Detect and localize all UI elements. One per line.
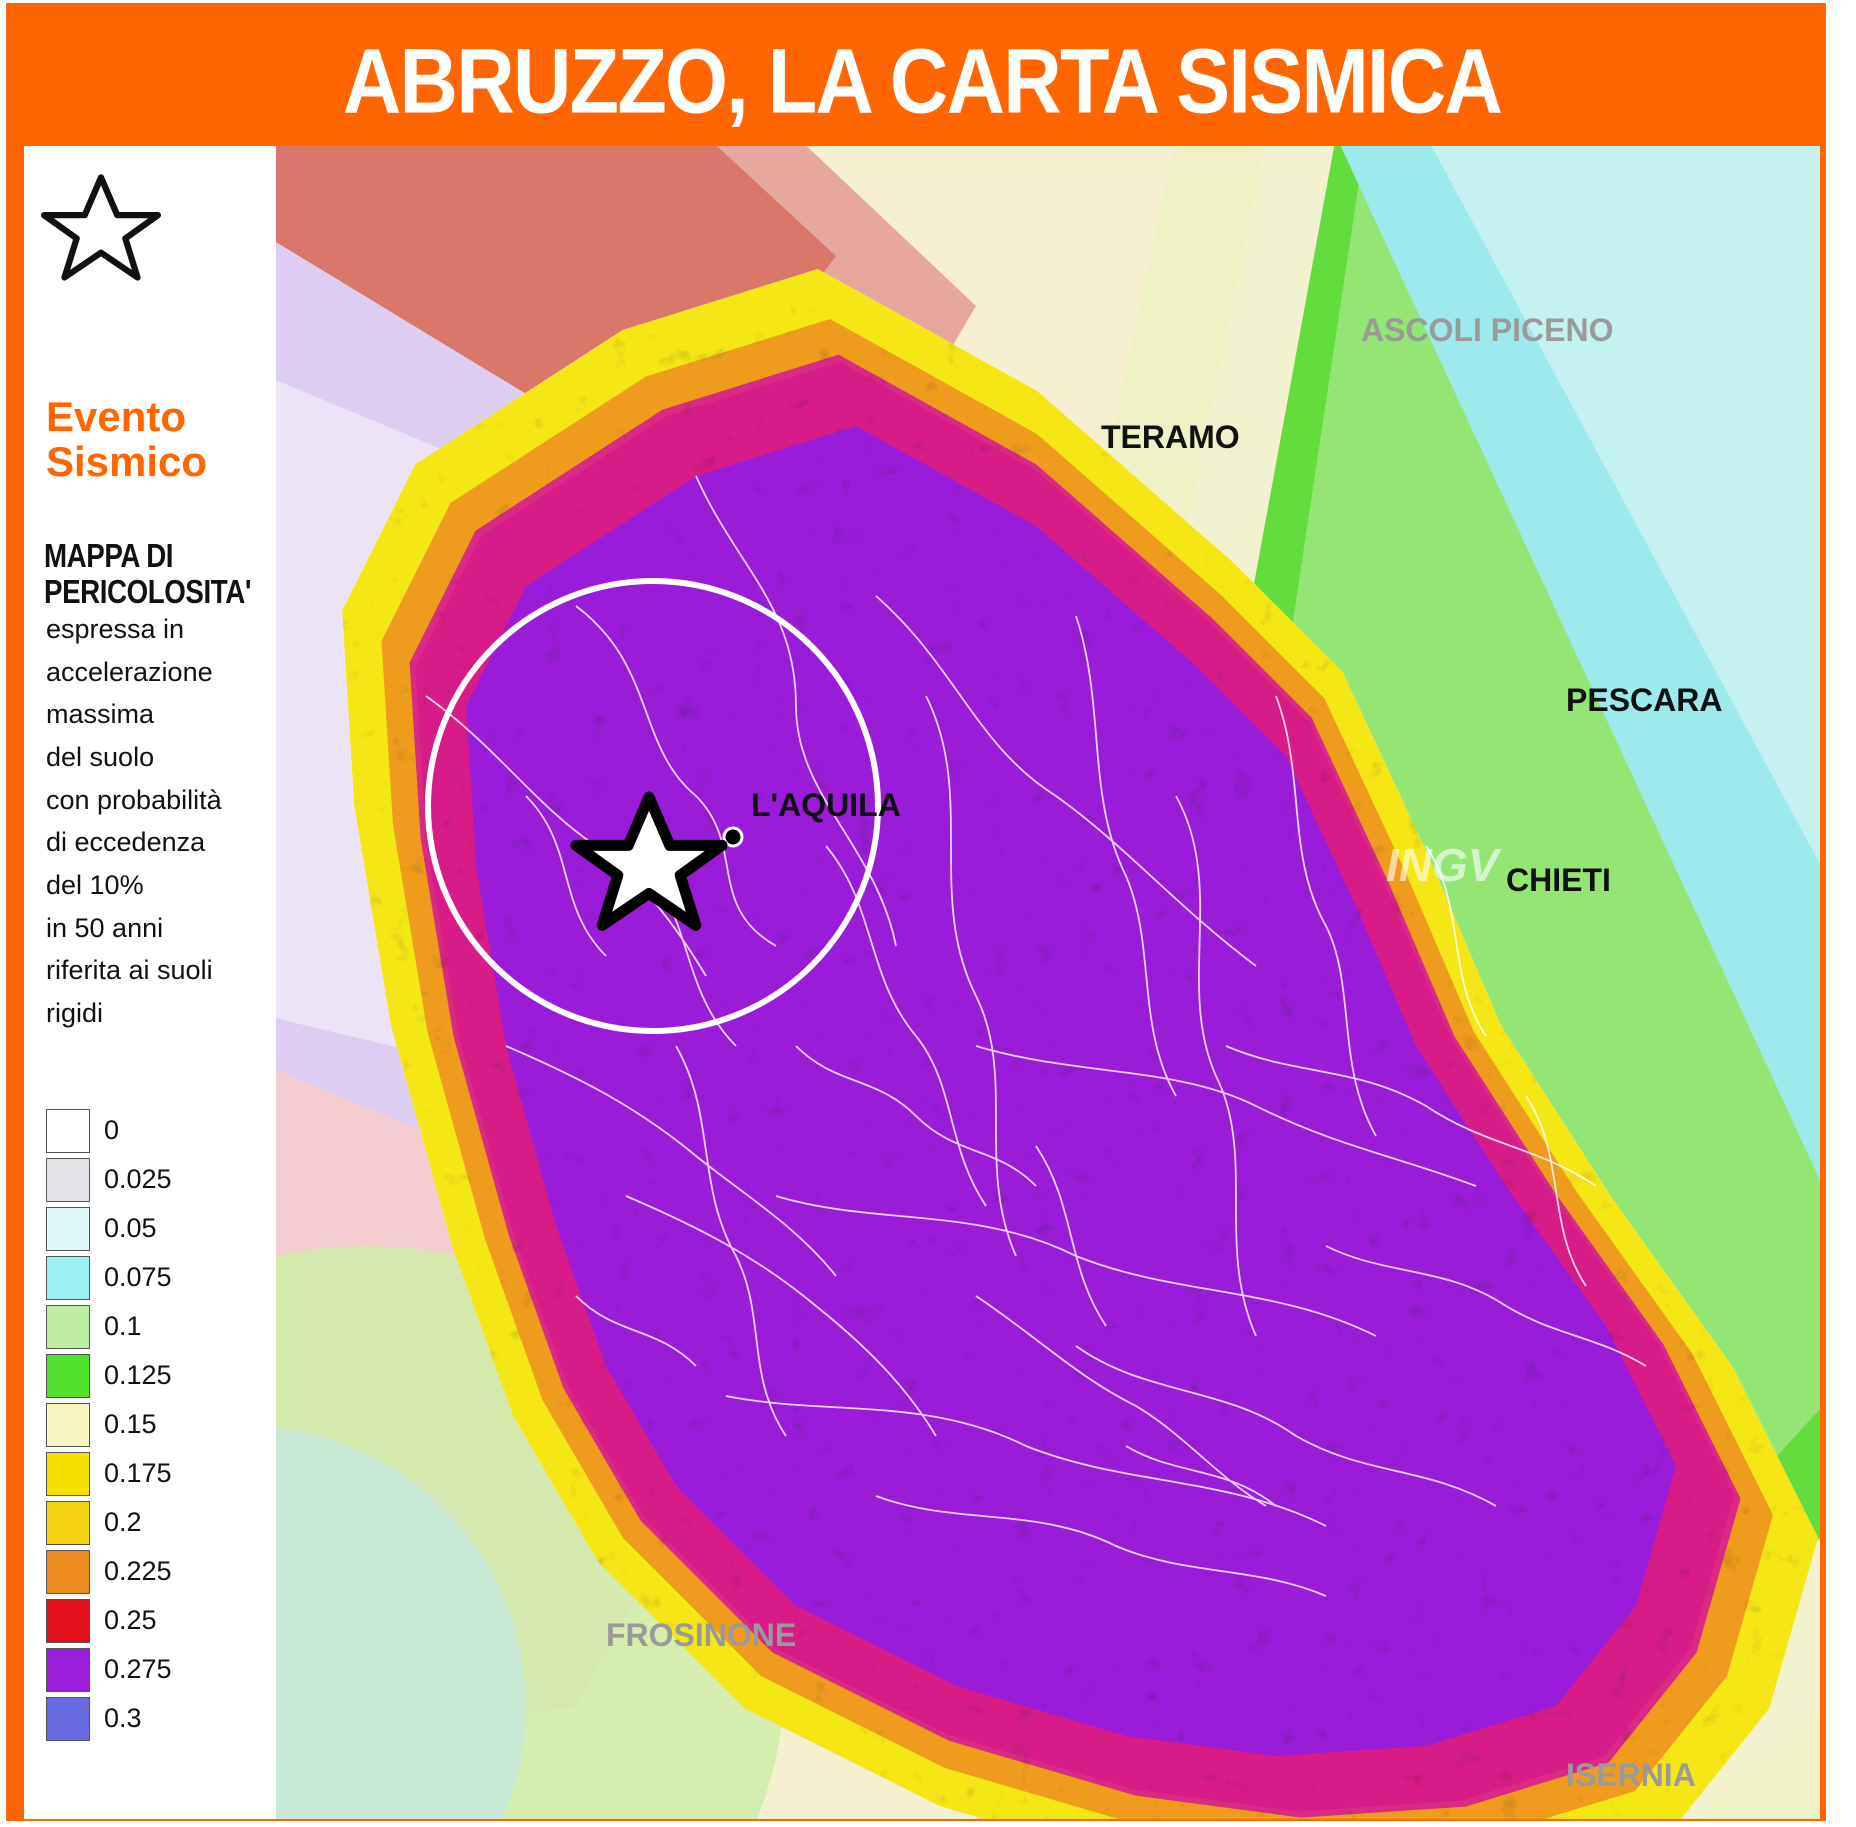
svg-text:PESCARA: PESCARA [1566, 682, 1722, 718]
svg-text:ISERNIA: ISERNIA [1566, 1757, 1696, 1793]
svg-text:ASCOLI PICENO: ASCOLI PICENO [1361, 312, 1613, 348]
svg-text:L'AQUILA: L'AQUILA [751, 787, 901, 823]
svg-text:CHIETI: CHIETI [1506, 862, 1611, 898]
svg-text:TERAMO: TERAMO [1101, 419, 1240, 455]
svg-text:FROSINONE: FROSINONE [606, 1617, 796, 1653]
svg-text:INGV: INGV [1386, 839, 1502, 891]
